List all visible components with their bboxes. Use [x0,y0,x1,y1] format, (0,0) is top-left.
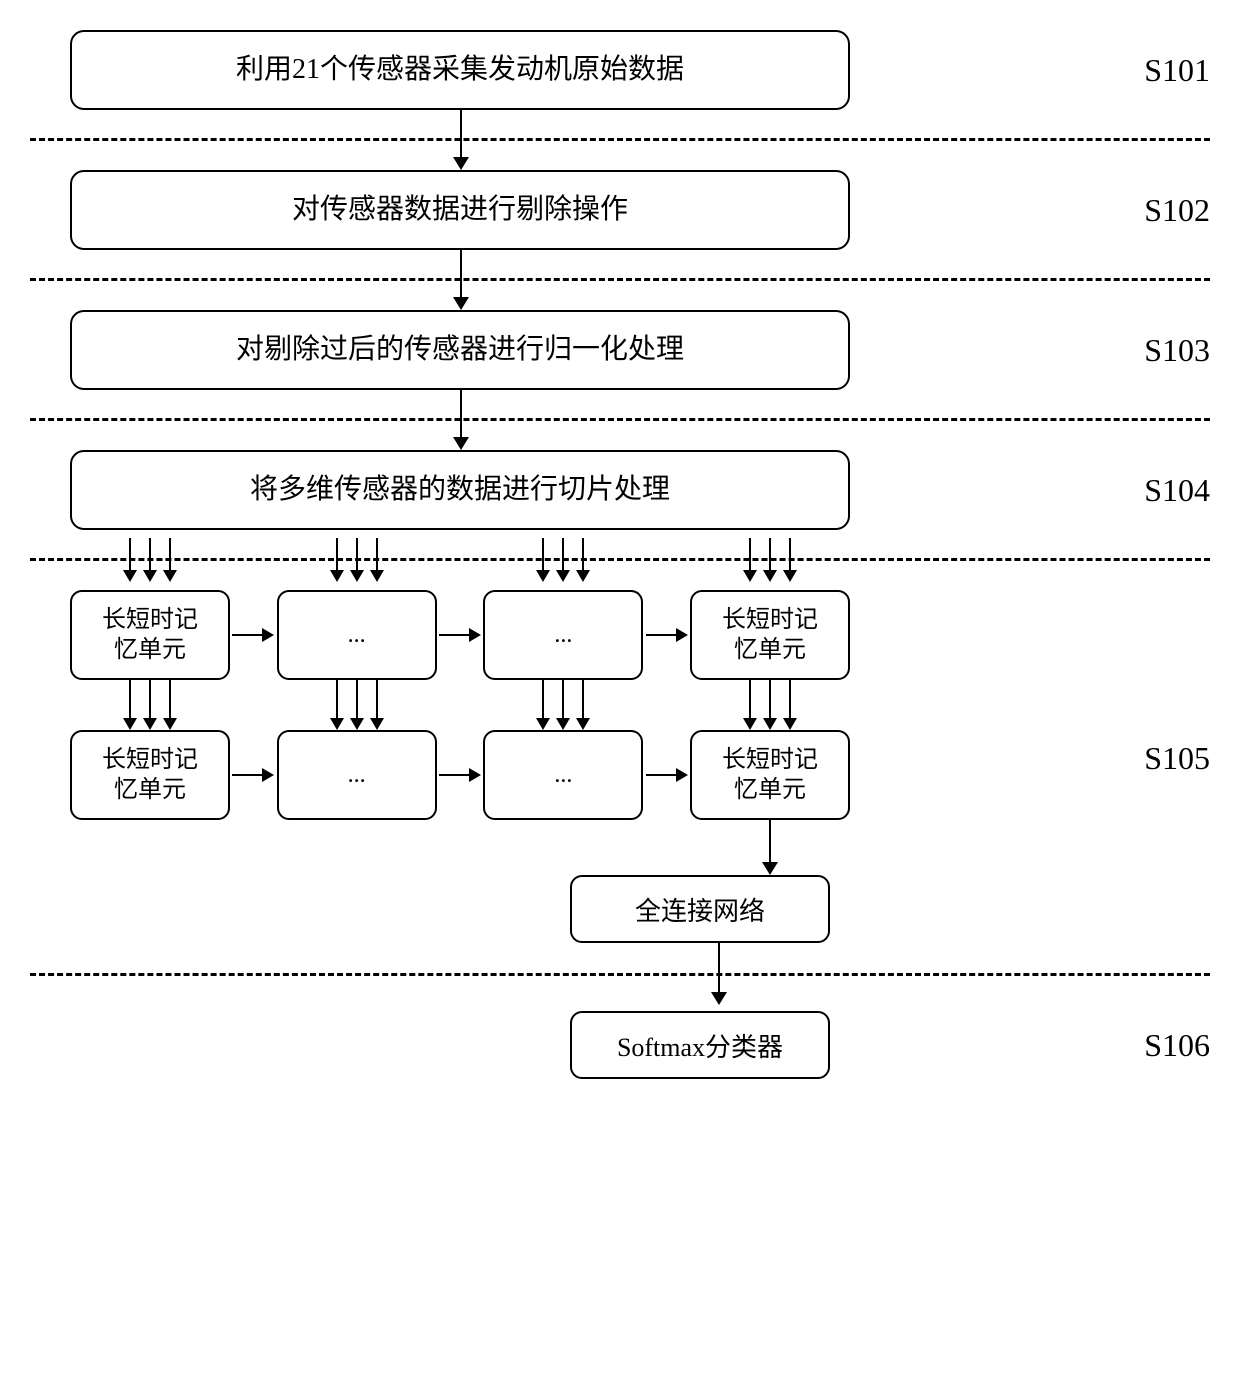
dashed-2 [30,278,1210,281]
connector-s105-s106 [30,943,1210,1005]
lstm-cell: 长短时记 忆单元 [70,590,230,680]
arrow-fc-softmax [718,943,720,1005]
arrow-h [646,730,688,820]
row-s104: 将多维传感器的数据进行切片处理 S104 [30,450,1210,530]
arrow-h [439,730,481,820]
connector-s103-s104 [30,390,1210,450]
fc-box: 全连接网络 [570,875,830,943]
arrow-s101-s102 [460,110,462,170]
box-s102: 对传感器数据进行剔除操作 [70,170,850,250]
lstm-ellipsis: ... [483,590,643,680]
label-s101: S101 [1144,52,1210,89]
lstm-cell: 长短时记 忆单元 [690,730,850,820]
row-s101: 利用21个传感器采集发动机原始数据 S101 [30,30,1210,110]
arrow-s103-s104 [460,390,462,450]
label-s102: S102 [1144,192,1210,229]
dashed-5 [30,973,1210,976]
lstm-ellipsis: ... [483,730,643,820]
dashed-1 [30,138,1210,141]
lstm-ellipsis: ... [277,730,437,820]
dashed-3 [30,418,1210,421]
label-s105: S105 [1144,740,1210,777]
lstm-row-1: 长短时记 忆单元 ... ... 长短时记 忆单元 [70,590,850,680]
row-s103: 对剔除过后的传感器进行归一化处理 S103 [30,310,1210,390]
lstm-cell: 长短时记 忆单元 [70,730,230,820]
label-s104: S104 [1144,472,1210,509]
box-s104: 将多维传感器的数据进行切片处理 [70,450,850,530]
arrow-h [439,590,481,680]
arrow-lstm-fc [769,820,771,875]
lstm-row-2: 长短时记 忆单元 ... ... 长短时记 忆单元 [70,730,850,820]
arrow-h [646,590,688,680]
label-s103: S103 [1144,332,1210,369]
arrow-h [232,730,274,820]
lstm-grid: 长短时记 忆单元 ... ... 长短时记 忆单元 [70,590,850,943]
label-s106: S106 [1144,1027,1210,1064]
connector-s104-lstm [30,530,1210,590]
box-s101: 利用21个传感器采集发动机原始数据 [70,30,850,110]
connector-s102-s103 [30,250,1210,310]
lstm-ellipsis: ... [277,590,437,680]
box-s103: 对剔除过后的传感器进行归一化处理 [70,310,850,390]
connector-s101-s102 [30,110,1210,170]
row-s105: 长短时记 忆单元 ... ... 长短时记 忆单元 [30,590,1210,943]
flowchart: 利用21个传感器采集发动机原始数据 S101 对传感器数据进行剔除操作 S102… [30,30,1210,1085]
arrow-s102-s103 [460,250,462,310]
row-s102: 对传感器数据进行剔除操作 S102 [30,170,1210,250]
lstm-cell: 长短时记 忆单元 [690,590,850,680]
row-s106: Softmax分类器 S106 [30,1005,1210,1085]
softmax-box: Softmax分类器 [570,1011,830,1079]
arrow-h [232,590,274,680]
